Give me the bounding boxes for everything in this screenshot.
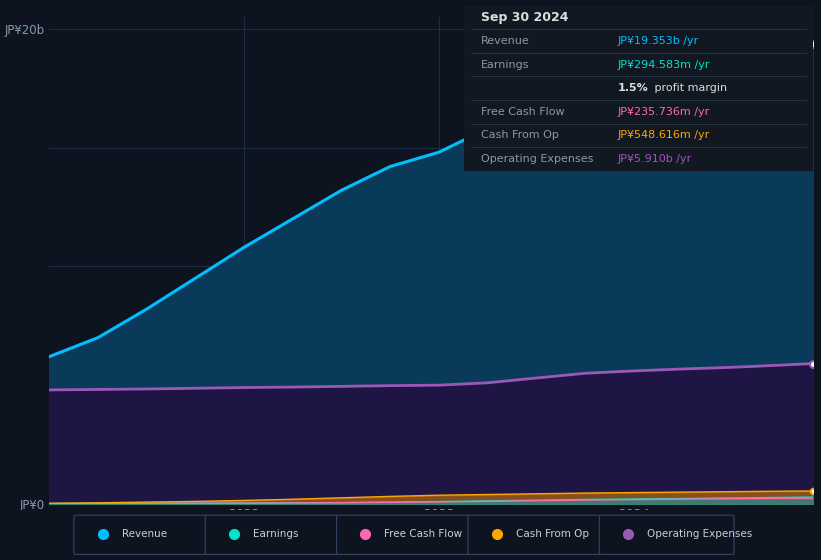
- Text: Operating Expenses: Operating Expenses: [481, 154, 594, 164]
- Text: JP¥19.353b /yr: JP¥19.353b /yr: [617, 36, 699, 46]
- Text: JP¥294.583m /yr: JP¥294.583m /yr: [617, 59, 710, 69]
- Text: Cash From Op: Cash From Op: [481, 130, 559, 141]
- Text: JP¥548.616m /yr: JP¥548.616m /yr: [617, 130, 709, 141]
- FancyBboxPatch shape: [468, 515, 603, 554]
- Text: JP¥5.910b /yr: JP¥5.910b /yr: [617, 154, 691, 164]
- Text: Earnings: Earnings: [481, 59, 530, 69]
- Text: profit margin: profit margin: [650, 83, 727, 93]
- FancyBboxPatch shape: [337, 515, 471, 554]
- Text: Free Cash Flow: Free Cash Flow: [384, 529, 462, 539]
- Text: Cash From Op: Cash From Op: [516, 529, 589, 539]
- Text: Sep 30 2024: Sep 30 2024: [481, 11, 569, 24]
- Text: Revenue: Revenue: [122, 529, 167, 539]
- FancyBboxPatch shape: [74, 515, 209, 554]
- Text: JP¥235.736m /yr: JP¥235.736m /yr: [617, 107, 709, 117]
- FancyBboxPatch shape: [599, 515, 734, 554]
- Text: 1.5%: 1.5%: [617, 83, 648, 93]
- Text: Operating Expenses: Operating Expenses: [647, 529, 752, 539]
- Text: Revenue: Revenue: [481, 36, 530, 46]
- Text: Earnings: Earnings: [253, 529, 298, 539]
- FancyBboxPatch shape: [205, 515, 340, 554]
- Text: Free Cash Flow: Free Cash Flow: [481, 107, 565, 117]
